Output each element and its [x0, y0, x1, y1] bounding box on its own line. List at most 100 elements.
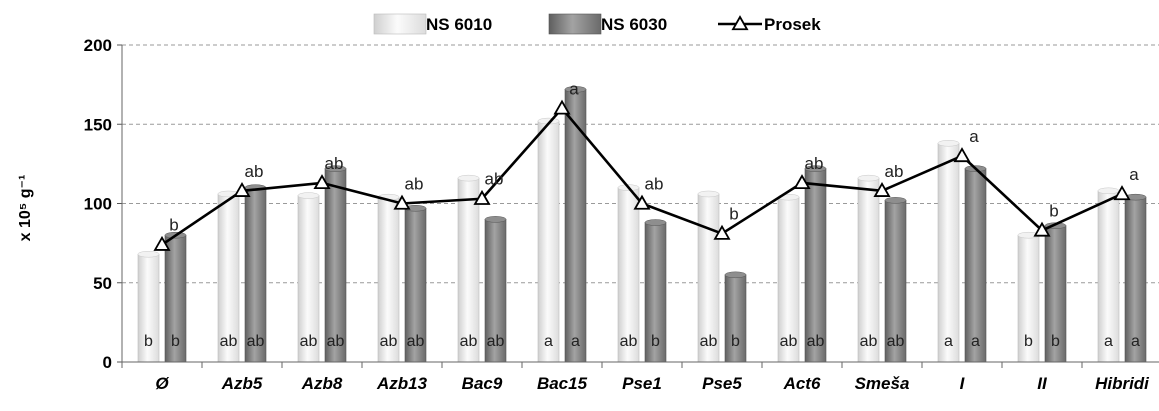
bar-letter: a — [1104, 333, 1113, 350]
line-point-marker — [633, 194, 651, 210]
x-tick-label: Hibridi — [1095, 374, 1150, 393]
bar-letter: ab — [487, 333, 505, 350]
x-tick-label: Azb5 — [221, 374, 263, 393]
legend-swatch-ns-6030 — [548, 13, 602, 35]
mean-letter: b — [1049, 201, 1058, 220]
bar-letter: ab — [860, 333, 878, 350]
legend-label: NS 6010 — [426, 15, 492, 34]
bar-ns-6010 — [937, 142, 960, 363]
mean-letter: a — [1129, 165, 1139, 184]
line-point-marker — [873, 182, 891, 197]
bar-ns-6010 — [537, 120, 560, 363]
bar-letter: ab — [380, 333, 398, 350]
legend-label: NS 6030 — [601, 15, 667, 34]
bar-letter: ab — [807, 333, 825, 350]
bar-letter: ab — [327, 333, 345, 350]
bar-letter: ab — [620, 333, 638, 350]
legend: NS 6010 NS 6030 Prosek — [373, 13, 821, 35]
bar-top — [457, 174, 480, 182]
line-point-marker — [953, 147, 971, 163]
line-point-marker — [393, 194, 411, 210]
bar-letter: b — [171, 333, 180, 350]
bar-layer — [137, 86, 1147, 363]
bar-top — [644, 219, 667, 226]
bar-letter: ab — [460, 333, 478, 350]
mean-letter: ab — [485, 170, 504, 189]
x-tick-label: II — [1037, 374, 1048, 393]
legend-swatch-prosek-marker — [731, 15, 749, 31]
bar-letter: ab — [780, 333, 798, 350]
bar-top — [937, 140, 960, 147]
line-point-marker — [153, 235, 171, 251]
mean-letter: a — [969, 127, 979, 146]
bar-top — [857, 174, 880, 182]
line-point-marker — [1113, 185, 1131, 201]
line-point-marker — [233, 182, 251, 197]
bar-top — [564, 86, 587, 93]
grid-layer — [122, 44, 1159, 284]
bar-letter: a — [944, 333, 953, 350]
mean-letter: a — [569, 79, 579, 98]
bar-letter: b — [651, 333, 660, 350]
mean-letter: ab — [645, 175, 664, 194]
bar-letter: ab — [300, 333, 318, 350]
mean-letter: ab — [245, 162, 264, 181]
bar-top — [1097, 187, 1120, 195]
x-tick-label: Smeša — [855, 374, 910, 393]
bar-letter: ab — [247, 333, 265, 350]
x-tick-label: Bac9 — [462, 374, 503, 393]
bar-letter: b — [731, 333, 740, 350]
bar-letter: a — [571, 333, 580, 350]
x-tick-label: Azb8 — [301, 374, 343, 393]
mean-letter: ab — [885, 162, 904, 181]
bar-top — [697, 190, 720, 198]
bar-top — [484, 216, 507, 223]
bar-letter: ab — [220, 333, 238, 350]
x-tick-label: Ø — [155, 374, 169, 393]
bar-letter: a — [1131, 333, 1140, 350]
bar-top — [724, 271, 747, 279]
bar-top — [804, 165, 827, 172]
bar-letter: b — [1051, 333, 1060, 350]
x-tick-label: Bac15 — [537, 374, 588, 393]
y-tick-label: 150 — [84, 115, 112, 134]
y-tick-label: 0 — [103, 353, 112, 372]
x-tick-label: Azb13 — [376, 374, 428, 393]
bar-top — [324, 165, 347, 172]
legend-label: Prosek — [764, 15, 821, 34]
x-tick-label: Pse1 — [622, 374, 662, 393]
bar-letter: a — [544, 333, 553, 350]
mean-letter: b — [169, 216, 178, 235]
bar-letter: a — [971, 333, 980, 350]
y-tick-label: 100 — [84, 195, 112, 214]
mean-letter: ab — [805, 154, 824, 173]
x-tick-label: I — [960, 374, 966, 393]
bar-letter: ab — [887, 333, 905, 350]
mean-letter: ab — [405, 175, 424, 194]
line-layer — [153, 99, 1131, 251]
x-tick-label: Act6 — [783, 374, 821, 393]
bar-ns-6030 — [564, 89, 587, 363]
line-point-marker — [313, 174, 331, 190]
bar-letter: b — [1024, 333, 1033, 350]
label-layer: b ab ab ab ab a ab ab ab ab a b ab ab ab ab ab a b b ab ab a b a… — [144, 79, 1140, 350]
y-tick-label: 50 — [93, 274, 112, 293]
bar-top — [137, 250, 160, 258]
line-point-marker — [793, 174, 811, 190]
x-tick-label: Pse5 — [702, 374, 742, 393]
mean-letter: ab — [325, 154, 344, 173]
y-axis-label: x 10⁵ g⁻¹ — [17, 175, 34, 242]
line-point-marker — [1033, 221, 1051, 237]
legend-swatch-ns-6010 — [373, 13, 427, 35]
bar-letter: b — [144, 333, 153, 350]
line-point-marker — [473, 189, 491, 205]
line-point-marker — [713, 224, 731, 240]
bar-top — [297, 192, 320, 199]
bar-top — [884, 197, 907, 204]
y-tick-label: 200 — [84, 36, 112, 55]
bar-letter: ab — [407, 333, 425, 350]
axis-layer: 0 50 100 150 200 Ø Azb5 Azb8 Azb13 Bac9 Bac15 Pse1 P… — [84, 36, 1159, 393]
mean-letter: b — [729, 205, 738, 224]
